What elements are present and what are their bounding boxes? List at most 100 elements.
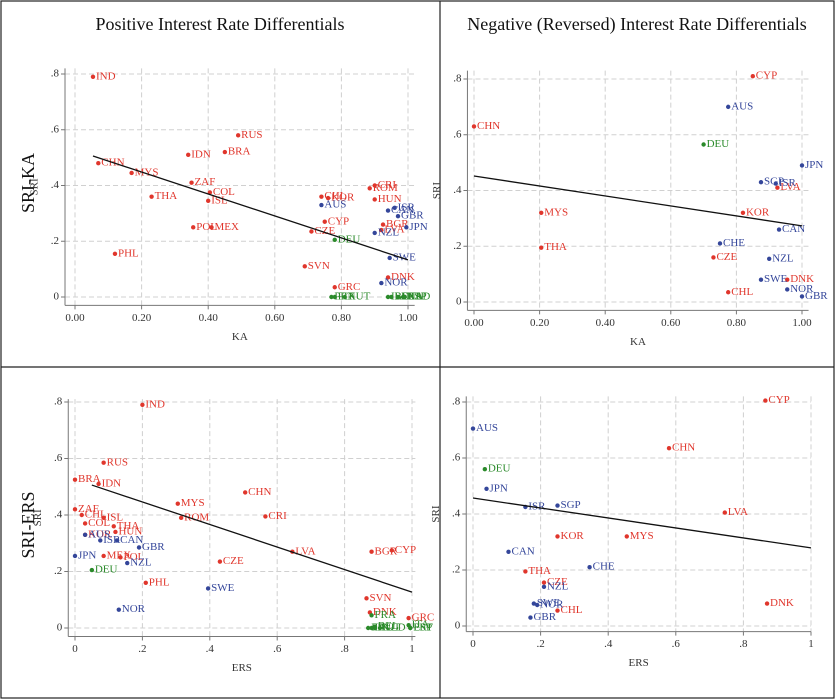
- y-axis-label: SRI: [431, 182, 443, 199]
- point-label: THA: [544, 241, 567, 253]
- point-label: NOR: [384, 277, 408, 289]
- point: [205, 586, 211, 591]
- point: [775, 185, 780, 190]
- point-label: JPN: [78, 549, 96, 561]
- point: [395, 294, 401, 300]
- point: [404, 225, 409, 230]
- point-label: ITA: [406, 291, 424, 303]
- point: [535, 602, 540, 608]
- point-label: DNK: [373, 606, 397, 618]
- point-label: COL: [88, 517, 110, 529]
- point-label: CZE: [547, 576, 568, 588]
- point: [385, 294, 391, 300]
- point-label: CHE: [723, 237, 745, 249]
- y-tick-label: .6: [452, 452, 461, 464]
- point: [395, 213, 401, 219]
- row-label: SRI-KA: [18, 153, 38, 213]
- fit-line: [472, 497, 812, 549]
- point: [541, 584, 547, 589]
- x-tick-label: .8: [340, 643, 349, 655]
- point-label: FRA: [375, 609, 396, 621]
- point: [624, 534, 629, 539]
- point: [555, 503, 560, 508]
- point: [217, 559, 223, 564]
- point: [539, 245, 544, 250]
- point: [242, 490, 248, 495]
- x-tick-label: 0.20: [530, 317, 550, 329]
- point-label: ISR: [103, 534, 121, 546]
- point: [773, 181, 778, 186]
- y-tick-label: .2: [54, 565, 62, 577]
- point-label: MYS: [181, 497, 205, 509]
- point-label: CAN: [120, 534, 143, 546]
- point-label: IDN: [102, 477, 122, 489]
- point-label: ISL: [211, 194, 228, 206]
- point-label: PHL: [118, 247, 139, 259]
- point: [116, 607, 122, 612]
- point-label: IDN: [191, 148, 211, 160]
- point: [528, 615, 533, 620]
- point-label: SWE: [393, 252, 417, 264]
- point: [342, 294, 347, 300]
- point-label: ESP: [408, 291, 427, 303]
- point-label: GRC: [412, 612, 435, 624]
- x-tick-label: 0.60: [661, 317, 681, 329]
- x-tick-label: 0.00: [464, 317, 484, 329]
- point: [189, 180, 194, 185]
- y-tick-label: .4: [452, 508, 461, 520]
- point: [379, 280, 384, 286]
- point: [72, 507, 78, 512]
- point: [206, 198, 211, 204]
- point: [408, 625, 413, 631]
- point-label: CRI: [268, 510, 287, 522]
- point-label: GBR: [533, 611, 556, 623]
- y-tick-label: .8: [54, 396, 63, 408]
- point-label: ZAF: [195, 176, 216, 188]
- x-tick-label: 1.00: [792, 317, 812, 329]
- x-tick-label: .8: [739, 638, 748, 650]
- point: [175, 501, 180, 506]
- point: [369, 613, 374, 618]
- point: [367, 186, 372, 191]
- point: [96, 161, 101, 166]
- point-label: DEU: [707, 138, 730, 150]
- point: [372, 183, 377, 188]
- point-label: BGR: [386, 218, 409, 230]
- point-label: SWE: [537, 597, 561, 609]
- point: [140, 402, 145, 408]
- point-label: BRA: [78, 473, 101, 485]
- point: [372, 625, 378, 631]
- y-tick-label: .8: [453, 73, 462, 85]
- point: [186, 152, 191, 158]
- point-label: DEU: [488, 463, 511, 475]
- point-label: CHL: [561, 604, 583, 616]
- point-label: ISR: [528, 501, 546, 513]
- x-tick-label: .2: [536, 638, 544, 650]
- point-label: LVA: [728, 506, 748, 518]
- point: [113, 529, 118, 535]
- point-label: THA: [117, 520, 140, 532]
- x-axis-label: ERS: [629, 657, 649, 669]
- y-tick-label: .8: [452, 396, 461, 408]
- y-axis-label: SRI: [29, 178, 41, 195]
- point: [72, 553, 78, 559]
- point-label: LVA: [780, 181, 800, 193]
- point-label: JPN: [490, 482, 508, 494]
- point-label: IND: [145, 398, 165, 410]
- point: [372, 197, 377, 202]
- point: [380, 222, 386, 227]
- point-label: POL: [123, 551, 144, 563]
- point-label: ISL: [107, 511, 124, 523]
- point-label: JPN: [409, 221, 427, 233]
- point: [406, 615, 411, 621]
- point: [587, 565, 592, 570]
- point: [222, 149, 228, 155]
- point-label: ITA: [412, 619, 430, 631]
- point: [385, 275, 391, 280]
- point-label: CHL: [324, 190, 346, 202]
- point: [332, 294, 337, 300]
- point: [392, 205, 397, 210]
- point-label: CHN: [672, 442, 695, 454]
- point-label: THA: [528, 565, 551, 577]
